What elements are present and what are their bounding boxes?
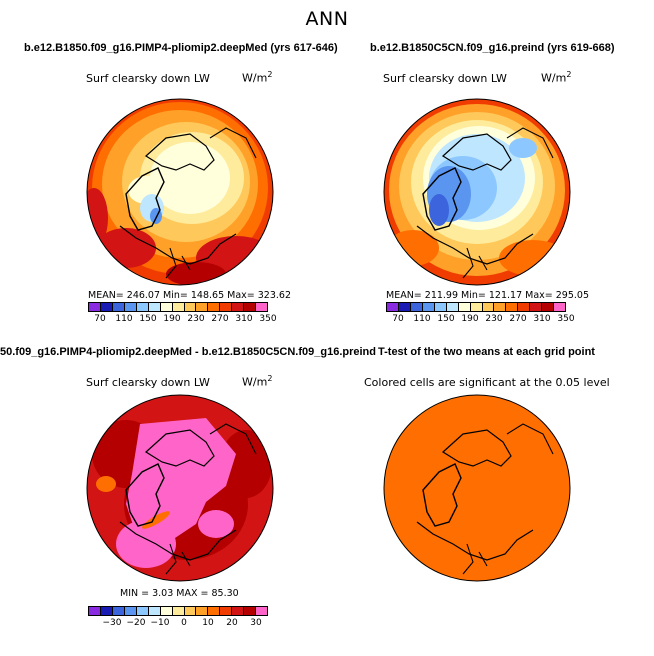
colorbar-swatch [112,607,125,615]
panel-1-colorbar-ticks: 70 110 150 190 230 270 310 350 [88,314,276,326]
colorbar-swatch [148,303,161,311]
panel-1-stats: MEAN= 246.07 Min= 148.65 Max= 323.62 [88,290,292,301]
colorbar-tick-label: 230 [485,314,503,324]
panel-4-map [383,394,571,582]
panel-3-stats: MIN = 3.03 MAX = 85.30 [120,588,239,599]
colorbar-swatch [470,303,483,311]
colorbar-swatch [100,607,113,615]
colorbar-swatch [506,303,519,311]
colorbar-swatch [100,303,113,311]
colorbar-swatch [89,303,101,311]
panel-3-title: b.e12.B1850.f09_g16.PIMP4-pliomip2.deepM… [0,346,376,358]
colorbar-swatch [256,303,268,311]
colorbar-swatch [244,303,257,311]
colorbar-swatch [232,607,245,615]
colorbar-swatch [172,303,185,311]
panel-3-variable: Surf clearsky down LW [86,376,210,389]
colorbar-swatch [196,303,209,311]
colorbar-swatch [530,303,543,311]
panel-3-colorbar-ticks: −30 −20 −10 0 10 20 30 [88,618,268,630]
panel-3-colorbar [88,606,268,616]
colorbar-swatch [184,303,197,311]
colorbar-tick-label: 270 [211,314,229,324]
colorbar-swatch [232,303,245,311]
colorbar-swatch [160,607,173,615]
colorbar-swatch [136,607,149,615]
colorbar-swatch [494,303,507,311]
colorbar-tick-label: 150 [437,314,455,324]
colorbar-swatch [220,607,233,615]
colorbar-swatch [256,607,268,615]
colorbar-swatch [148,607,161,615]
colorbar-swatch [410,303,423,311]
colorbar-swatch [112,303,125,311]
colorbar-swatch [208,303,221,311]
colorbar-swatch [184,607,197,615]
colorbar-swatch [482,303,495,311]
panel-4-significance-fill [384,395,570,581]
colorbar-swatch [124,607,137,615]
colorbar-swatch [434,303,447,311]
colorbar-swatch [244,607,257,615]
colorbar-tick-label: −20 [126,618,146,628]
panel-1-variable: Surf clearsky down LW [86,72,210,85]
panel-2-units: W/m2 [541,70,572,85]
panel-4-note: Colored cells are significant at the 0.0… [364,376,610,389]
panel-1-colorbar [88,302,268,312]
colorbar-swatch [554,303,566,311]
panel-2-stats: MEAN= 211.99 Min= 121.17 Max= 295.05 [386,290,590,301]
colorbar-swatch [208,607,221,615]
colorbar-tick-label: 70 [392,314,404,324]
panel-1-title: b.e12.B1850.f09_g16.PIMP4-pliomip2.deepM… [24,42,338,54]
colorbar-tick-label: 10 [202,618,214,628]
colorbar-tick-label: 110 [413,314,431,324]
colorbar-tick-label: 190 [461,314,479,324]
colorbar-swatch [542,303,555,311]
panel-2-title: b.e12.B1850C5CN.f09_g16.preind (yrs 619-… [370,42,615,54]
colorbar-tick-label: 20 [226,618,238,628]
colorbar-tick-label: 110 [115,314,133,324]
panel-3-units: W/m2 [242,374,273,389]
colorbar-swatch [136,303,149,311]
colorbar-tick-label: 0 [181,618,187,628]
colorbar-tick-label: 30 [250,618,262,628]
panel-4-title: T-test of the two means at each grid poi… [378,346,595,358]
colorbar-tick-label: −30 [102,618,122,628]
colorbar-swatch [518,303,531,311]
colorbar-tick-label: −10 [150,618,170,628]
colorbar-swatch [124,303,137,311]
colorbar-swatch [387,303,399,311]
colorbar-swatch [446,303,459,311]
colorbar-tick-label: 190 [163,314,181,324]
colorbar-tick-label: 70 [94,314,106,324]
colorbar-swatch [196,607,209,615]
panel-1-units: W/m2 [242,70,273,85]
panel-2-colorbar [386,302,566,312]
colorbar-swatch [172,607,185,615]
figure-title: ANN [305,8,349,30]
panel-2-variable: Surf clearsky down LW [383,72,507,85]
panel-1-map [86,98,274,286]
colorbar-swatch [89,607,101,615]
colorbar-swatch [422,303,435,311]
colorbar-tick-label: 150 [139,314,157,324]
panel-2-map [383,98,571,286]
panel-2-colorbar-ticks: 70 110 150 190 230 270 310 350 [386,314,574,326]
colorbar-swatch [458,303,471,311]
colorbar-tick-label: 270 [509,314,527,324]
colorbar-tick-label: 310 [533,314,551,324]
colorbar-tick-label: 230 [187,314,205,324]
colorbar-tick-label: 350 [259,314,277,324]
panel-3-map [86,394,274,582]
colorbar-swatch [398,303,411,311]
colorbar-swatch [160,303,173,311]
colorbar-swatch [220,303,233,311]
colorbar-tick-label: 350 [557,314,575,324]
colorbar-tick-label: 310 [235,314,253,324]
